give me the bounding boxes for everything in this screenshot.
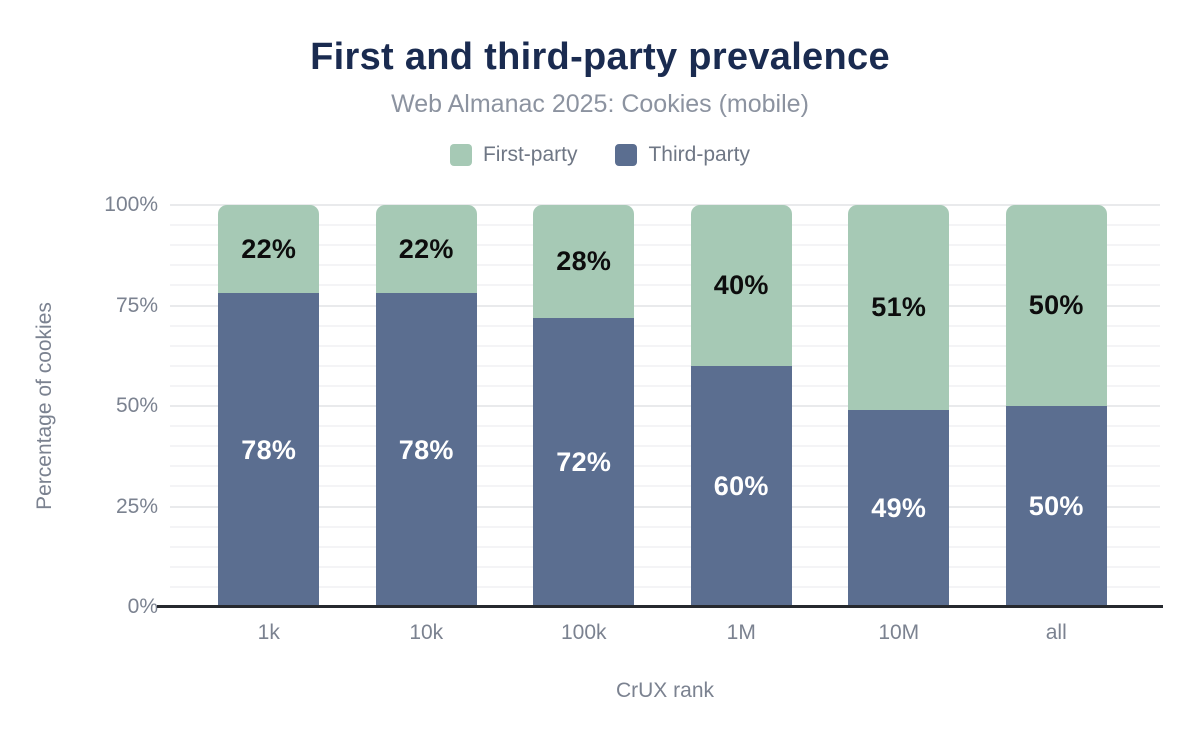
bar-1k: 22% 78%: [218, 205, 320, 607]
segment-third-party-10m: 49%: [848, 410, 950, 607]
value-label-first-party-all: 50%: [1028, 290, 1084, 320]
bars-row: 22% 78% 22% 78% 28% 72% 40% 60% 51% 49% 50% 50%: [190, 205, 1135, 607]
value-label-third-party-1k: 78%: [241, 434, 297, 465]
legend: First-party Third-party: [0, 143, 1200, 167]
value-label-first-party-10m: 51%: [871, 292, 927, 322]
gridline-75: [170, 304, 1160, 307]
legend-label-first-party: First-party: [482, 143, 578, 166]
value-label-third-party-10m: 49%: [871, 493, 927, 523]
x-tick-label-all: all: [1045, 621, 1067, 644]
gridline-60: [170, 364, 1160, 367]
chart-title: First and third-party prevalence: [310, 36, 890, 78]
bar-100k: 28% 72%: [533, 205, 635, 607]
segment-first-party-10m: 51%: [848, 205, 950, 411]
gridline-70: [170, 324, 1160, 327]
gridline-55: [170, 384, 1160, 387]
legend-swatch-first-party-icon: [449, 144, 472, 166]
segment-first-party-1k: 22%: [218, 205, 320, 294]
gridline-100: [170, 204, 1160, 206]
y-tick-labels: 0% 25% 50% 75% 100%: [0, 193, 158, 618]
bar-1m: 40% 60%: [690, 205, 792, 607]
value-label-first-party-1k: 22%: [241, 233, 297, 264]
bar-10k: 22% 78%: [375, 205, 477, 607]
bar-column-1k: 22% 78%: [190, 205, 348, 607]
gridline-40: [170, 445, 1160, 448]
gridline-65: [170, 344, 1160, 347]
bar-column-10m: 51% 49%: [820, 205, 978, 607]
gridline-5: [170, 585, 1160, 588]
gridline-20: [170, 525, 1160, 528]
y-tick-label-100: 100%: [104, 193, 158, 216]
value-label-first-party-100k: 28%: [556, 245, 612, 276]
segment-third-party-all: 50%: [1005, 406, 1107, 607]
value-label-third-party-all: 50%: [1028, 491, 1084, 521]
x-tick-label-1m: 1M: [726, 621, 756, 644]
y-tick-label-50: 50%: [115, 394, 158, 417]
gridline-25: [170, 505, 1160, 508]
legend-item-first-party: First-party: [449, 143, 578, 167]
segment-first-party-10k: 22%: [375, 205, 477, 294]
gridline-80: [170, 284, 1160, 287]
value-label-first-party-1m: 40%: [713, 269, 769, 300]
gridline-50: [170, 405, 1160, 407]
segment-first-party-all: 50%: [1005, 205, 1107, 406]
bar-column-100k: 28% 72%: [505, 205, 663, 607]
gridline-95: [170, 224, 1160, 227]
gridline-15: [170, 545, 1160, 548]
value-label-third-party-10k: 78%: [398, 434, 454, 465]
gridline-45: [170, 425, 1160, 428]
gridline-30: [170, 485, 1160, 488]
bar-column-all: 50% 50%: [978, 205, 1136, 607]
y-tick-label-75: 75%: [115, 293, 158, 317]
x-axis-title: CrUX rank: [615, 679, 715, 702]
gridline-85: [170, 264, 1160, 267]
bar-column-1m: 40% 60%: [663, 205, 821, 607]
plot-area: [170, 204, 1160, 607]
gridline-10: [170, 565, 1160, 568]
x-tick-labels: 1k 10k 100k 1M 10M all: [190, 621, 1135, 645]
legend-label-third-party: Third-party: [648, 143, 751, 166]
segment-third-party-10k: 78%: [375, 293, 477, 607]
legend-swatch-third-party-icon: [615, 144, 638, 166]
segment-third-party-1k: 78%: [218, 293, 320, 607]
y-tick-label-0: 0%: [127, 595, 158, 618]
x-tick-label-10k: 10k: [409, 621, 444, 644]
bar-all: 50% 50%: [1005, 205, 1107, 607]
segment-first-party-1m: 40%: [690, 205, 792, 366]
segment-first-party-100k: 28%: [533, 205, 635, 318]
x-tick-label-1k: 1k: [257, 621, 280, 644]
x-tick-label-10m: 10M: [878, 621, 920, 644]
segment-third-party-100k: 72%: [533, 317, 635, 607]
gridline-90: [170, 244, 1160, 247]
value-label-third-party-100k: 72%: [556, 446, 612, 477]
legend-item-third-party: Third-party: [615, 143, 750, 167]
chart-subtitle: Web Almanac 2025: Cookies (mobile): [391, 90, 809, 118]
x-tick-label-100k: 100k: [560, 621, 607, 644]
bar-10m: 51% 49%: [848, 205, 950, 607]
segment-third-party-1m: 60%: [690, 365, 792, 607]
value-label-third-party-1m: 60%: [713, 470, 769, 501]
gridline-35: [170, 465, 1160, 468]
x-axis-line: [157, 605, 1163, 608]
bar-column-10k: 22% 78%: [348, 205, 506, 607]
y-tick-label-25: 25%: [115, 494, 158, 518]
value-label-first-party-10k: 22%: [398, 233, 454, 264]
